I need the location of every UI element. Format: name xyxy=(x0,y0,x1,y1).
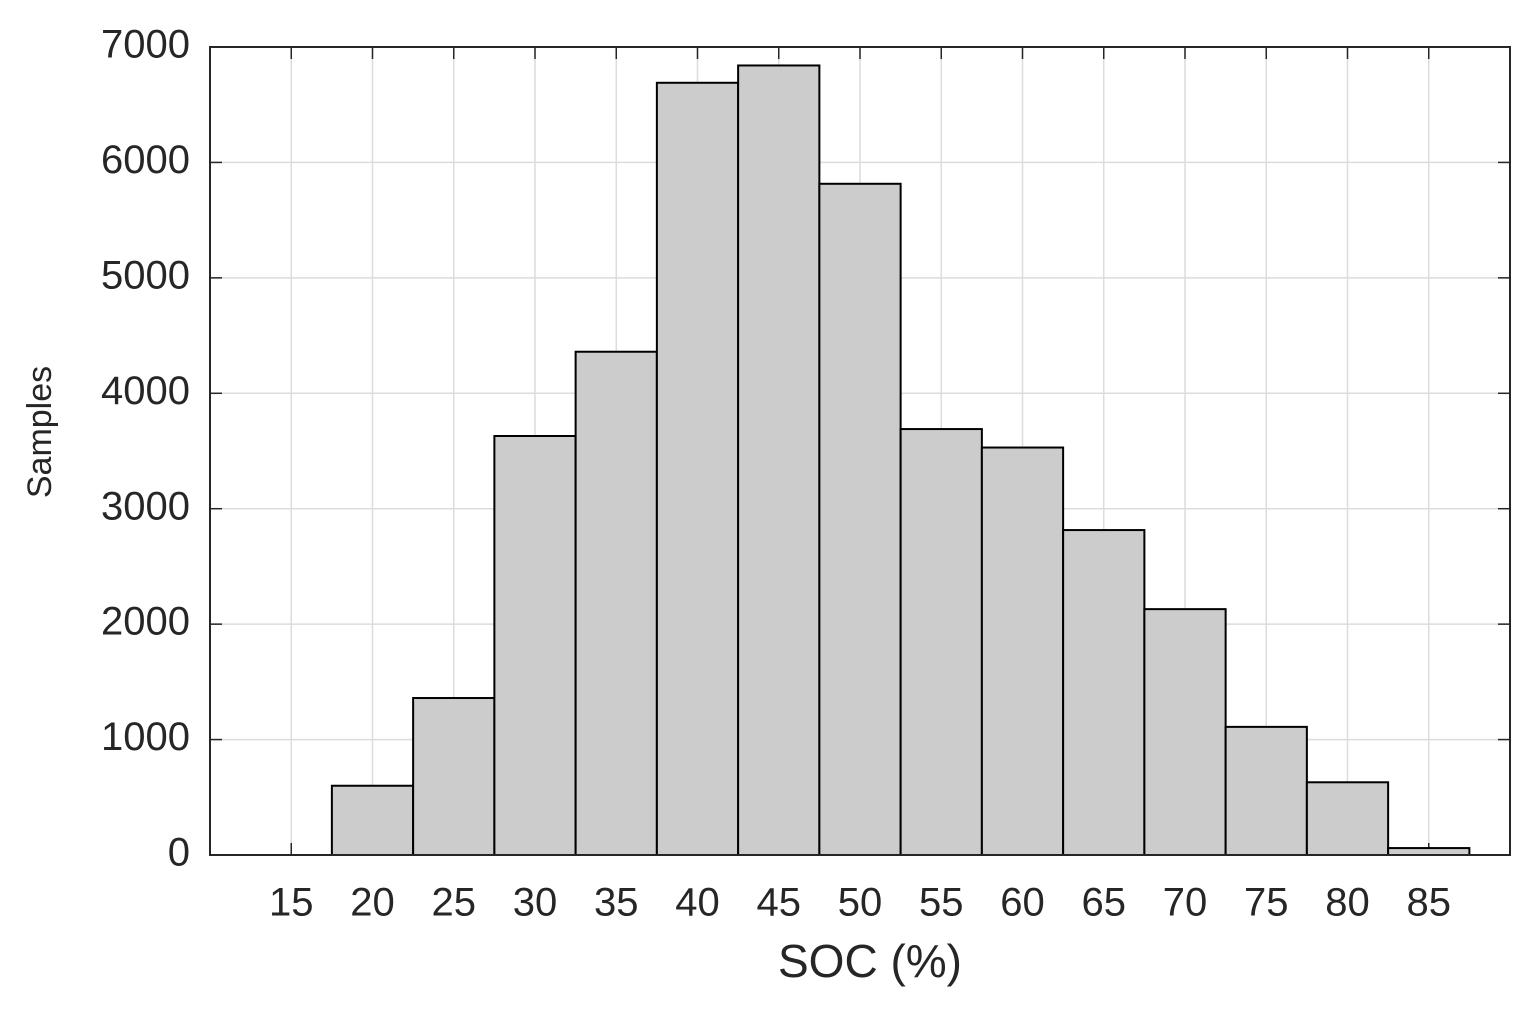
bar xyxy=(1062,529,1146,856)
x-tick-label: 20 xyxy=(350,881,395,925)
bar xyxy=(899,428,983,856)
bar xyxy=(980,446,1065,856)
x-tick-label: 70 xyxy=(1163,881,1208,925)
y-tick-label: 0 xyxy=(168,831,190,875)
bar xyxy=(330,784,415,856)
bar xyxy=(818,182,902,857)
x-tick-label: 40 xyxy=(675,881,720,925)
x-tick-label: 65 xyxy=(1082,881,1127,925)
y-tick-label: 6000 xyxy=(101,138,190,182)
y-tick-label: 2000 xyxy=(101,600,190,644)
x-tick-label: 30 xyxy=(513,881,558,925)
plot-frame xyxy=(209,46,1511,856)
bar xyxy=(655,81,740,857)
bar xyxy=(1305,781,1390,857)
y-axis-label: Samples xyxy=(21,366,59,498)
bar xyxy=(1387,847,1471,856)
x-tick-label: 75 xyxy=(1244,881,1289,925)
y-tick-label: 1000 xyxy=(101,715,190,759)
x-tick-label: 80 xyxy=(1325,881,1370,925)
x-axis-label: SOC (%) xyxy=(778,935,962,987)
y-tick-label: 7000 xyxy=(101,23,190,67)
x-tick-label: 55 xyxy=(919,881,964,925)
x-tick-label: 50 xyxy=(838,881,883,925)
bar xyxy=(412,697,496,857)
y-tick-label: 3000 xyxy=(101,484,190,528)
bar xyxy=(574,350,658,856)
y-tick-label: 4000 xyxy=(101,369,190,413)
x-tick-label: 60 xyxy=(1000,881,1045,925)
bar xyxy=(493,434,577,856)
x-tick-label: 35 xyxy=(594,881,639,925)
x-tick-label: 15 xyxy=(269,881,314,925)
y-tick-label: 5000 xyxy=(101,253,190,297)
bar xyxy=(1143,608,1227,856)
x-tick-label: 85 xyxy=(1407,881,1452,925)
x-tick-label: 45 xyxy=(757,881,802,925)
bar xyxy=(1224,725,1308,856)
bar xyxy=(737,64,821,857)
x-tick-label: 25 xyxy=(432,881,477,925)
